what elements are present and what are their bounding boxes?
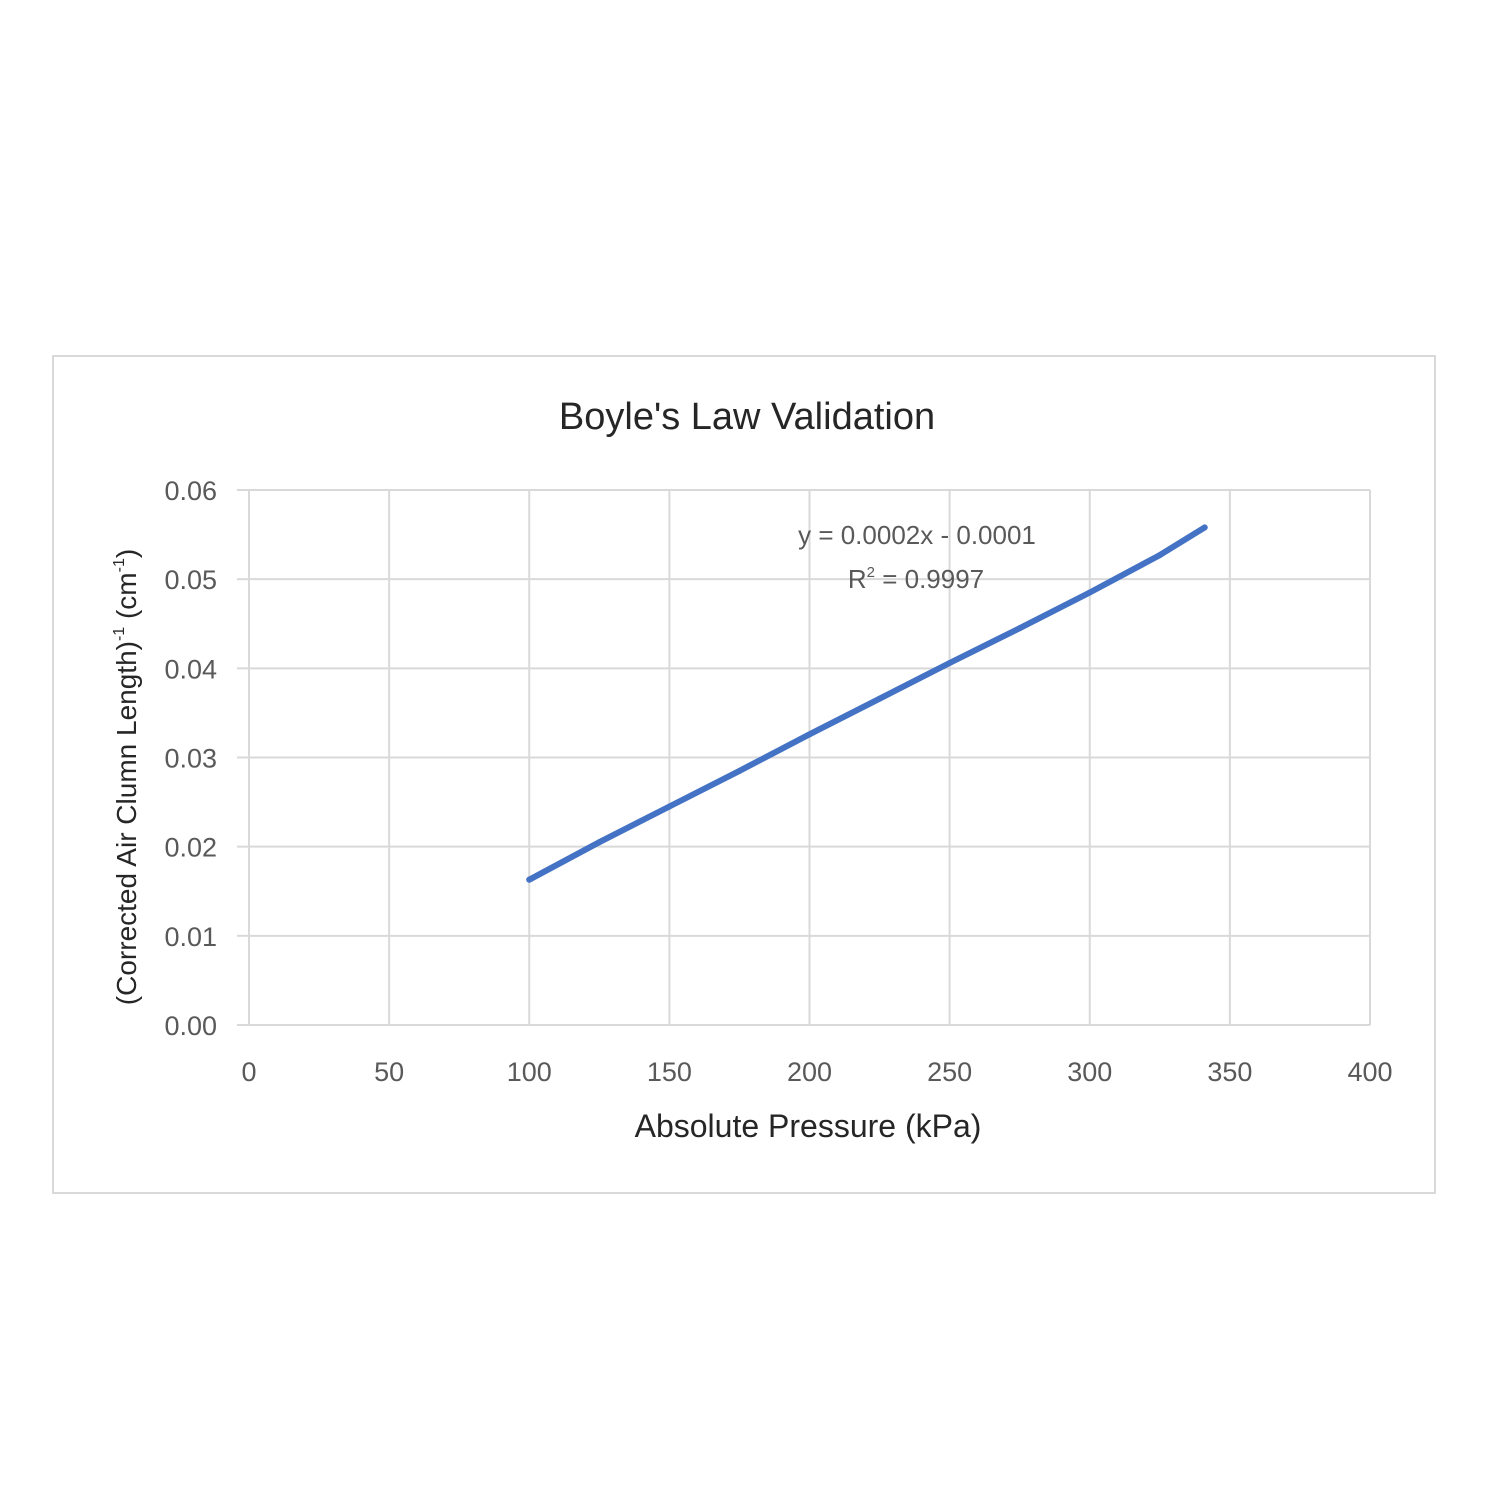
- y-label-suffix: ): [111, 549, 142, 558]
- y-label-sup1: -1: [111, 627, 128, 641]
- y-axis-label: (Corrected Air Clumn Length)-1 (cm-1): [111, 549, 142, 1005]
- gridlines: [249, 489, 1371, 1025]
- data-point: [666, 803, 673, 810]
- y-tick-label: 0.04: [164, 654, 217, 684]
- x-axis-label: Absolute Pressure (kPa): [635, 1108, 982, 1144]
- x-tick-label: 100: [507, 1057, 552, 1087]
- r2-base: R: [848, 564, 867, 594]
- series-layer: [526, 524, 1208, 883]
- r2-value: = 0.9997: [875, 564, 984, 594]
- x-tick-label: 350: [1207, 1057, 1252, 1087]
- chart-title: Boyle's Law Validation: [559, 396, 935, 438]
- y-label-sup2: -1: [111, 558, 128, 572]
- data-point: [736, 767, 743, 774]
- y-tick-label: 0.00: [164, 1011, 217, 1041]
- data-point: [806, 731, 813, 738]
- y-label-prefix: (Corrected Air Clumn Length): [111, 641, 142, 1005]
- x-tick-label: 0: [241, 1057, 256, 1087]
- tick-labels: 0.00 0.01 0.02 0.03 0.04 0.05 0.06 0 50 100 150 200…: [164, 476, 1392, 1087]
- x-tick-label: 200: [787, 1057, 832, 1087]
- x-tick-label: 300: [1067, 1057, 1112, 1087]
- data-point: [1016, 625, 1023, 632]
- data-point: [596, 839, 603, 846]
- x-tick-label: 400: [1347, 1057, 1392, 1087]
- y-label-middle: (cm: [111, 572, 142, 626]
- data-point: [526, 876, 533, 883]
- x-tick-label: 250: [927, 1057, 972, 1087]
- data-point: [1156, 552, 1163, 559]
- x-tick-label: 150: [647, 1057, 692, 1087]
- r-squared-label: R2 = 0.9997: [848, 564, 984, 594]
- axes: [237, 489, 1370, 1026]
- y-tick-label: 0.05: [164, 565, 217, 595]
- data-point: [1201, 524, 1208, 531]
- chart-svg: 0.00 0.01 0.02 0.03 0.04 0.05 0.06 0 50 100 150 200…: [111, 396, 1393, 1144]
- chart-area: 0.00 0.01 0.02 0.03 0.04 0.05 0.06 0 50 100 150 200…: [52, 355, 1436, 1194]
- x-tick-label: 50: [374, 1057, 404, 1087]
- y-tick-label: 0.01: [164, 922, 217, 952]
- data-point: [876, 695, 883, 702]
- trendline-equation: y = 0.0002x - 0.0001: [798, 520, 1036, 550]
- data-point: [1086, 589, 1093, 596]
- data-point: [946, 659, 953, 666]
- y-tick-label: 0.03: [164, 744, 217, 774]
- r2-sup: 2: [867, 564, 875, 581]
- y-tick-label: 0.02: [164, 833, 217, 863]
- y-tick-label: 0.06: [164, 476, 217, 506]
